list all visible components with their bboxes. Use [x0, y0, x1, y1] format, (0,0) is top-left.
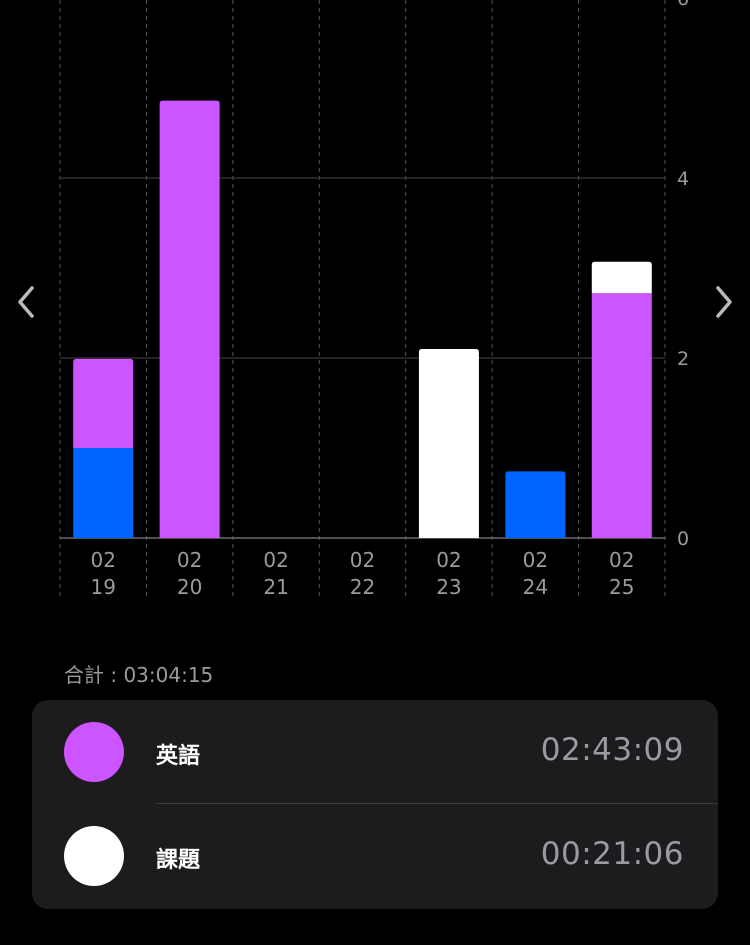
- total-time: 合計 : 03:04:15: [64, 663, 214, 687]
- bar-segment: [591, 293, 652, 538]
- chevron-right-icon: [716, 286, 732, 318]
- x-tick-label: 23: [436, 575, 461, 599]
- x-tick-label: 02: [350, 548, 375, 572]
- x-tick-label: 24: [523, 575, 548, 599]
- bar-segment: [418, 349, 479, 538]
- legend-card: 英語 02:43:09 課題 00:21:06: [32, 700, 718, 909]
- x-tick-label: 25: [609, 575, 634, 599]
- bar-segment: [591, 261, 652, 294]
- divider: [156, 803, 718, 804]
- x-tick-label: 21: [263, 575, 288, 599]
- legend-item-english[interactable]: 英語 02:43:09: [32, 700, 718, 804]
- x-tick-label: 02: [90, 548, 115, 572]
- x-tick-label: 02: [263, 548, 288, 572]
- color-swatch: [64, 826, 124, 886]
- subject-time: 00:21:06: [540, 836, 684, 872]
- bar-segment: [73, 448, 134, 538]
- y-tick-label: 2: [677, 348, 689, 370]
- subject-name: 課題: [156, 848, 201, 873]
- x-tick-label: 22: [350, 575, 375, 599]
- bar-segment: [73, 358, 134, 448]
- y-tick-label: 6: [677, 0, 689, 10]
- y-tick-label: 0: [677, 528, 689, 550]
- x-tick-label: 02: [436, 548, 461, 572]
- color-swatch: [64, 722, 124, 782]
- stacked-bar-chart: 02460219022002210222022302240225: [59, 0, 689, 599]
- subject-time: 02:43:09: [540, 732, 684, 768]
- next-week-button[interactable]: [708, 282, 738, 322]
- bar-segment: [505, 471, 566, 538]
- previous-week-button[interactable]: [12, 282, 42, 322]
- x-tick-label: 20: [177, 575, 202, 599]
- subject-name: 英語: [156, 744, 201, 769]
- x-tick-label: 02: [177, 548, 202, 572]
- bar-segment: [159, 100, 220, 538]
- x-tick-label: 02: [523, 548, 548, 572]
- chevron-left-icon: [18, 286, 34, 318]
- y-tick-label: 4: [677, 168, 689, 190]
- x-tick-label: 19: [90, 575, 115, 599]
- x-tick-label: 02: [609, 548, 634, 572]
- legend-item-assignment[interactable]: 課題 00:21:06: [32, 804, 718, 908]
